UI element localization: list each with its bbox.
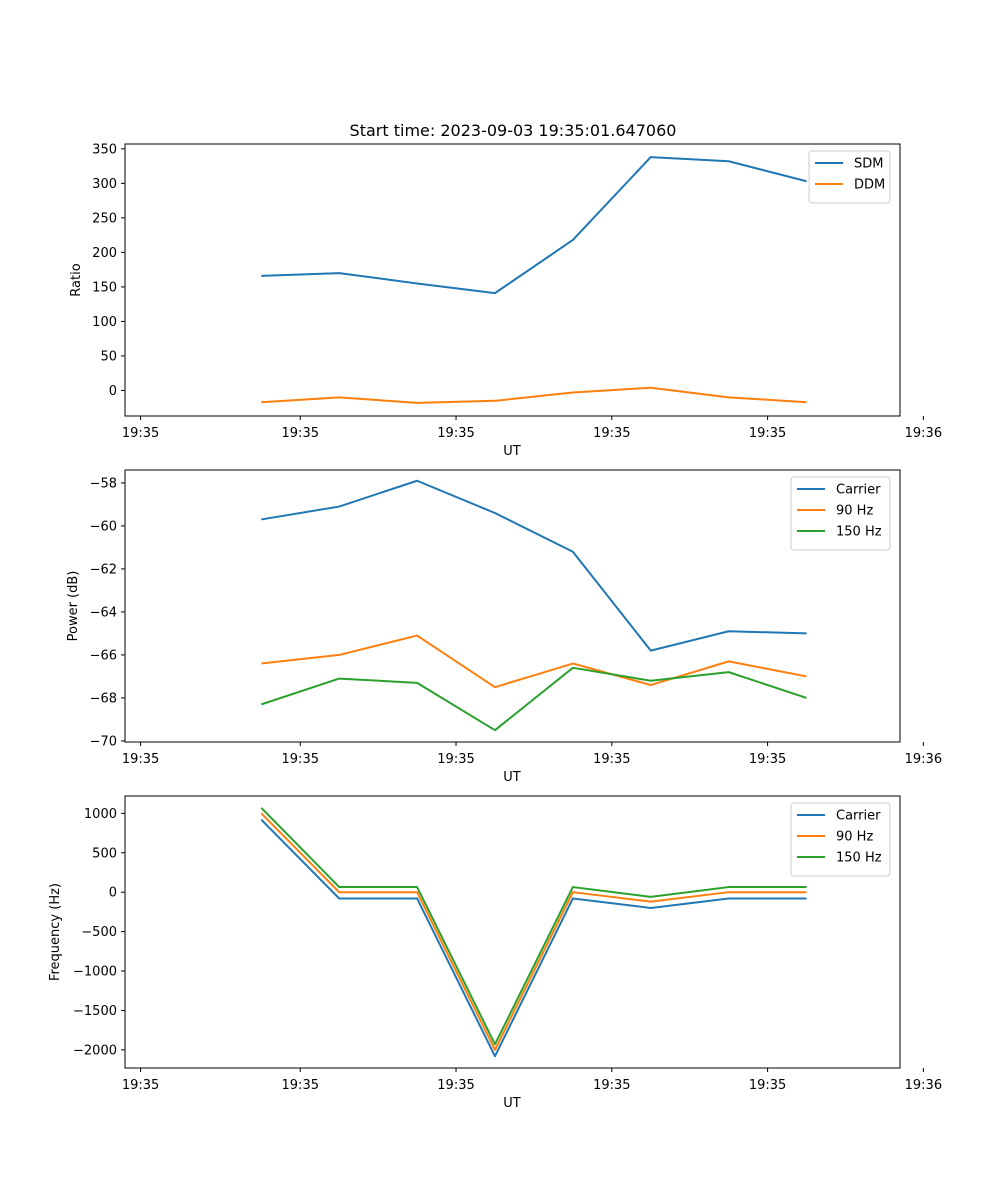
x-tick-label: 19:35 [593,752,630,767]
legend-label: 150 Hz [836,525,882,540]
y-tick-label: −1500 [73,1004,117,1019]
series-line-carrier [261,479,807,652]
y-tick-label: 0 [109,384,117,399]
x-tick-label: 19:35 [437,752,474,767]
x-tick-label: 19:35 [282,752,319,767]
y-tick-label: −1000 [73,965,117,980]
legend: Carrier 90 Hz 150 Hz [790,476,891,551]
y-tick-label: 50 [100,349,117,364]
chart-title: Start time: 2023-09-03 19:35:01.647060 [350,121,677,140]
axes-frame [124,143,901,417]
series-line-150-hz [260,666,807,732]
y-tick-label: 300 [92,177,117,192]
axes-frame [124,469,901,743]
y-tick-label: −62 [90,562,117,577]
y-axis-label: Ratio [69,263,84,296]
x-tick-label: 19:35 [437,1078,474,1093]
series-line-ddm [261,386,807,404]
legend-label: 90 Hz [836,504,873,519]
x-tick-label: 19:35 [749,1078,786,1093]
power-panel: 19:35 19:35 19:35 19:35 19:35 19:36 −70 −68 −66 −… [66,469,942,785]
x-tick-label: 19:35 [282,1078,319,1093]
x-tick-label: 19:35 [122,1078,159,1093]
y-tick-label: −64 [90,605,117,620]
x-tick-label: 19:36 [905,1078,942,1093]
y-tick-label: 1000 [84,807,117,822]
series-line-carrier [260,818,807,1058]
x-axis-label: UT [503,1096,521,1111]
y-tick-label: 100 [92,315,117,330]
y-tick-label: 0 [109,886,117,901]
y-tick-label: 500 [92,846,117,861]
series-line-90-hz [260,812,807,1051]
x-axis-label: UT [503,770,521,785]
series-line-150-hz [260,807,807,1046]
y-tick-label: −68 [90,691,117,706]
x-tick-label: 19:36 [905,426,942,441]
x-tick-label: 19:35 [749,426,786,441]
y-tick-label: −60 [90,519,117,534]
y-tick-label: 200 [92,246,117,261]
frequency-panel: 19:35 19:35 19:35 19:35 19:35 19:36 −2000 −1500… [48,795,942,1111]
x-tick-label: 19:35 [749,752,786,767]
y-tick-label: 150 [92,280,117,295]
legend-label: DDM [854,178,885,193]
y-tick-label: −70 [90,734,117,749]
y-axis-label: Power (dB) [66,571,81,642]
x-tick-label: 19:36 [905,752,942,767]
y-axis-label: Frequency (Hz) [48,883,63,981]
legend-label: 150 Hz [836,851,882,866]
series-line-90-hz [261,634,807,689]
ratio-panel: 19:35 19:35 19:35 19:35 19:35 19:36 0 50 100 150 2… [69,142,942,459]
x-tick-label: 19:35 [593,426,630,441]
legend-label: SDM [854,157,883,172]
y-tick-label: −58 [90,476,117,491]
x-tick-label: 19:35 [122,426,159,441]
y-tick-label: 350 [92,142,117,157]
y-tick-label: −66 [90,648,117,663]
x-tick-label: 19:35 [437,426,474,441]
y-tick-label: −500 [81,925,117,940]
series-line-sdm [261,156,807,295]
x-tick-label: 19:35 [282,426,319,441]
y-tick-label: 250 [92,211,117,226]
legend: SDM DDM [808,150,891,204]
legend-label: Carrier [836,483,881,498]
legend: Carrier 90 Hz 150 Hz [790,802,891,877]
x-tick-label: 19:35 [593,1078,630,1093]
x-tick-label: 19:35 [122,752,159,767]
legend-label: 90 Hz [836,830,873,845]
legend-label: Carrier [836,809,881,824]
x-axis-label: UT [503,444,521,459]
y-tick-label: −2000 [73,1043,117,1058]
